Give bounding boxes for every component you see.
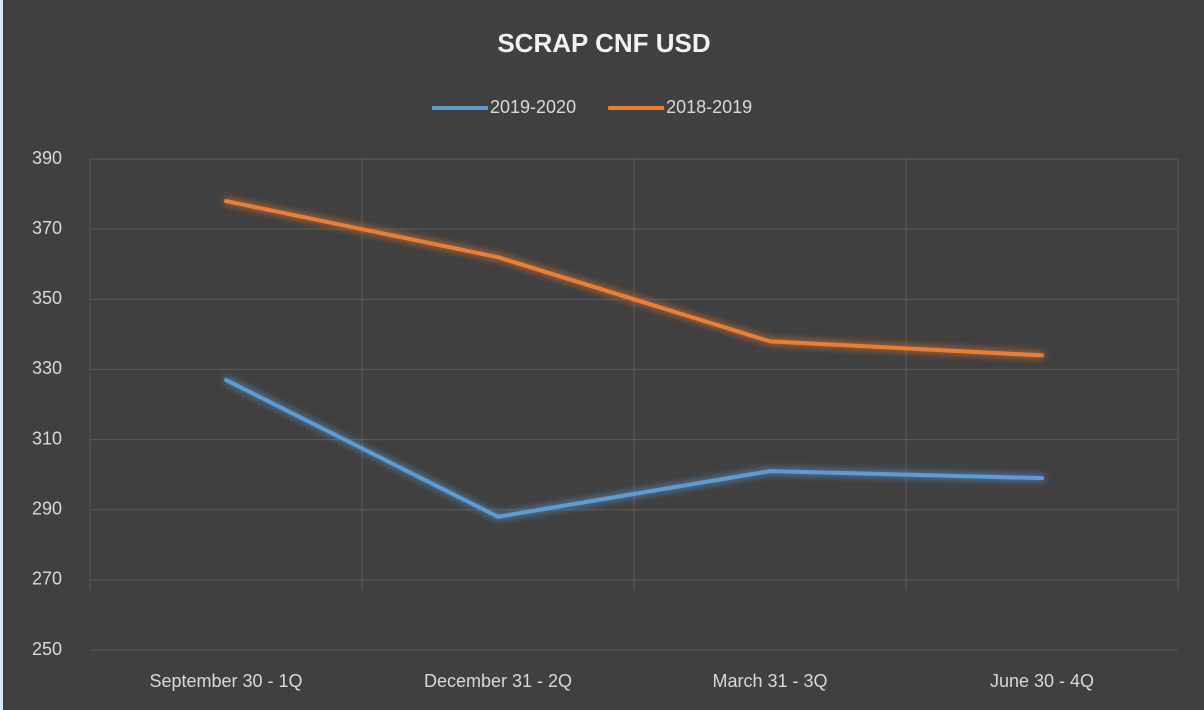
y-tick-label: 270 <box>32 569 62 589</box>
y-tick-label: 290 <box>32 498 62 518</box>
y-tick-label: 330 <box>32 358 62 378</box>
x-tick-label: June 30 - 4Q <box>990 671 1094 691</box>
x-tick-label: March 31 - 3Q <box>712 671 827 691</box>
data-line <box>224 377 1044 519</box>
data-line <box>224 199 1044 358</box>
legend-label: 2019-2020 <box>490 97 576 117</box>
y-tick-label: 350 <box>32 288 62 308</box>
x-tick-label: September 30 - 1Q <box>149 671 302 691</box>
legend-label: 2018-2019 <box>666 97 752 117</box>
x-tick-label: December 31 - 2Q <box>424 671 572 691</box>
chart-title: SCRAP CNF USD <box>497 28 710 58</box>
y-tick-label: 310 <box>32 428 62 448</box>
y-tick-label: 370 <box>32 218 62 238</box>
y-tick-label: 390 <box>32 148 62 168</box>
frame-edge <box>0 0 3 710</box>
y-tick-label: 250 <box>32 639 62 659</box>
